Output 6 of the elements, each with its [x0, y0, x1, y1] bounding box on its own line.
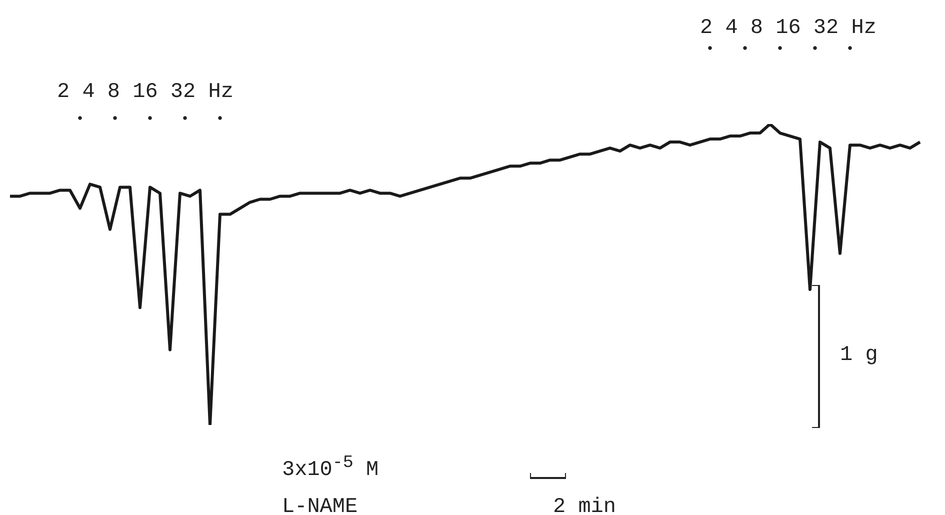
text: 2 min [553, 496, 616, 515]
text: 3x10$^{-5}$ M [282, 453, 379, 482]
text: L-NAME [282, 496, 358, 515]
text: 2 4 8 16 32 Hz [700, 17, 876, 40]
text: 2 4 8 16 32 Hz [57, 81, 234, 104]
annotation: 1 g [840, 344, 878, 367]
